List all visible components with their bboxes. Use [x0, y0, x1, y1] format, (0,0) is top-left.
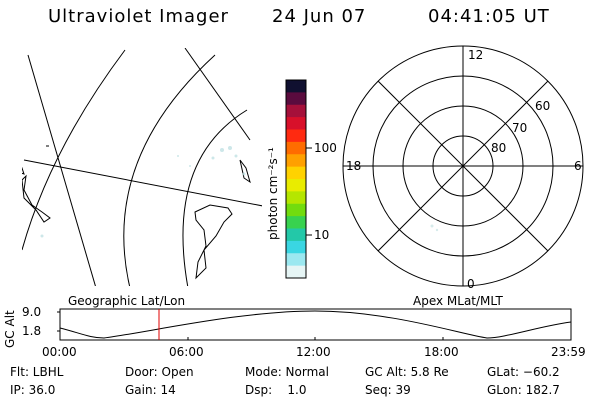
- colorbar-tick-label-10: 10: [314, 228, 329, 242]
- mlt-label-6: 6: [574, 159, 582, 173]
- mlat-label-80: 80: [491, 141, 506, 155]
- mlat-label-70: 70: [512, 121, 527, 135]
- colorbar-cell: [286, 166, 306, 180]
- colorbar-cell: [286, 179, 306, 192]
- colorbar-cell: [286, 129, 306, 143]
- meridian-line: [184, 48, 251, 141]
- date-label: 24 Jun 07: [272, 6, 367, 27]
- colorbar-cell: [286, 265, 306, 279]
- info-mode: Mode: Normal: [245, 365, 329, 379]
- colorbar-cell: [286, 92, 306, 106]
- alt-xtick-0600: 06:00: [169, 345, 204, 359]
- colorbar-cell: [286, 141, 306, 155]
- geo-panel-label: Geographic Lat/Lon: [68, 294, 185, 308]
- alt-xtick-1800: 18:00: [424, 345, 459, 359]
- colorbar-cell: [286, 104, 306, 118]
- coastline: [22, 174, 51, 223]
- colorbar-cell: [286, 240, 306, 254]
- colorbar-cell: [286, 154, 306, 168]
- colorbar-cell: [286, 191, 306, 205]
- alt-ytick-1: 1.8: [22, 324, 41, 338]
- geo-map: [22, 48, 262, 286]
- alt-xtick-0000: 00:00: [42, 345, 77, 359]
- colorbar-cell: [286, 228, 306, 242]
- colorbar-cell: [286, 117, 306, 131]
- alt-xtick-2359: 23:59: [551, 345, 586, 359]
- info-glat: GLat: −60.2: [487, 365, 560, 379]
- colorbar-unit-label: photon cm⁻²s⁻¹: [266, 147, 280, 240]
- colorbar-cell: [286, 80, 306, 93]
- time-label: 04:41:05 UT: [428, 6, 550, 27]
- info-glon: GLon: 182.7: [487, 383, 560, 397]
- coastline: [194, 204, 233, 280]
- altitude-curve: [59, 310, 572, 339]
- polar-plot: [342, 45, 584, 287]
- info-ip: IP: 36.0: [10, 383, 56, 397]
- info-seq: Seq: 39: [365, 383, 411, 397]
- info-gc-alt: GC Alt: 5.8 Re: [365, 365, 449, 379]
- alt-ylabel: GC Alt: [3, 310, 17, 348]
- polar-panel-label: Apex MLat/MLT: [413, 294, 503, 308]
- info-dsp: Dsp: 1.0: [245, 383, 307, 397]
- colorbar-cell: [286, 203, 306, 217]
- mlt-line-diagonal: [377, 80, 549, 252]
- coastline: [239, 159, 251, 184]
- meridian-line: [27, 54, 96, 286]
- colorbar-cell: [286, 253, 306, 267]
- mlt-label-18: 18: [346, 159, 361, 173]
- meridian-line: [23, 159, 262, 207]
- info-door: Door: Open: [125, 365, 194, 379]
- altitude-plot: [57, 308, 572, 341]
- mlat-label-60: 60: [535, 99, 550, 113]
- latitude-arc: [182, 109, 248, 286]
- mlt-label-12: 12: [468, 48, 483, 62]
- info-flt: Flt: LBHL: [10, 365, 64, 379]
- mlt-label-0: 0: [467, 277, 475, 291]
- colorbar-tick-label-100: 100: [314, 141, 337, 155]
- alt-ytick-9: 9.0: [22, 305, 41, 319]
- colorbar: 100 10 photon cm⁻²s⁻¹: [266, 79, 337, 279]
- colorbar-frame: [285, 79, 307, 279]
- app-title: Ultraviolet Imager: [48, 6, 229, 27]
- latitude-arc: [22, 49, 126, 251]
- colorbar-cell: [286, 216, 306, 230]
- alt-xtick-1200: 12:00: [296, 345, 331, 359]
- info-gain: Gain: 14: [125, 383, 176, 397]
- latitude-arc: [123, 54, 216, 286]
- coastline: [22, 167, 25, 175]
- altitude-plot-frame: [59, 308, 572, 341]
